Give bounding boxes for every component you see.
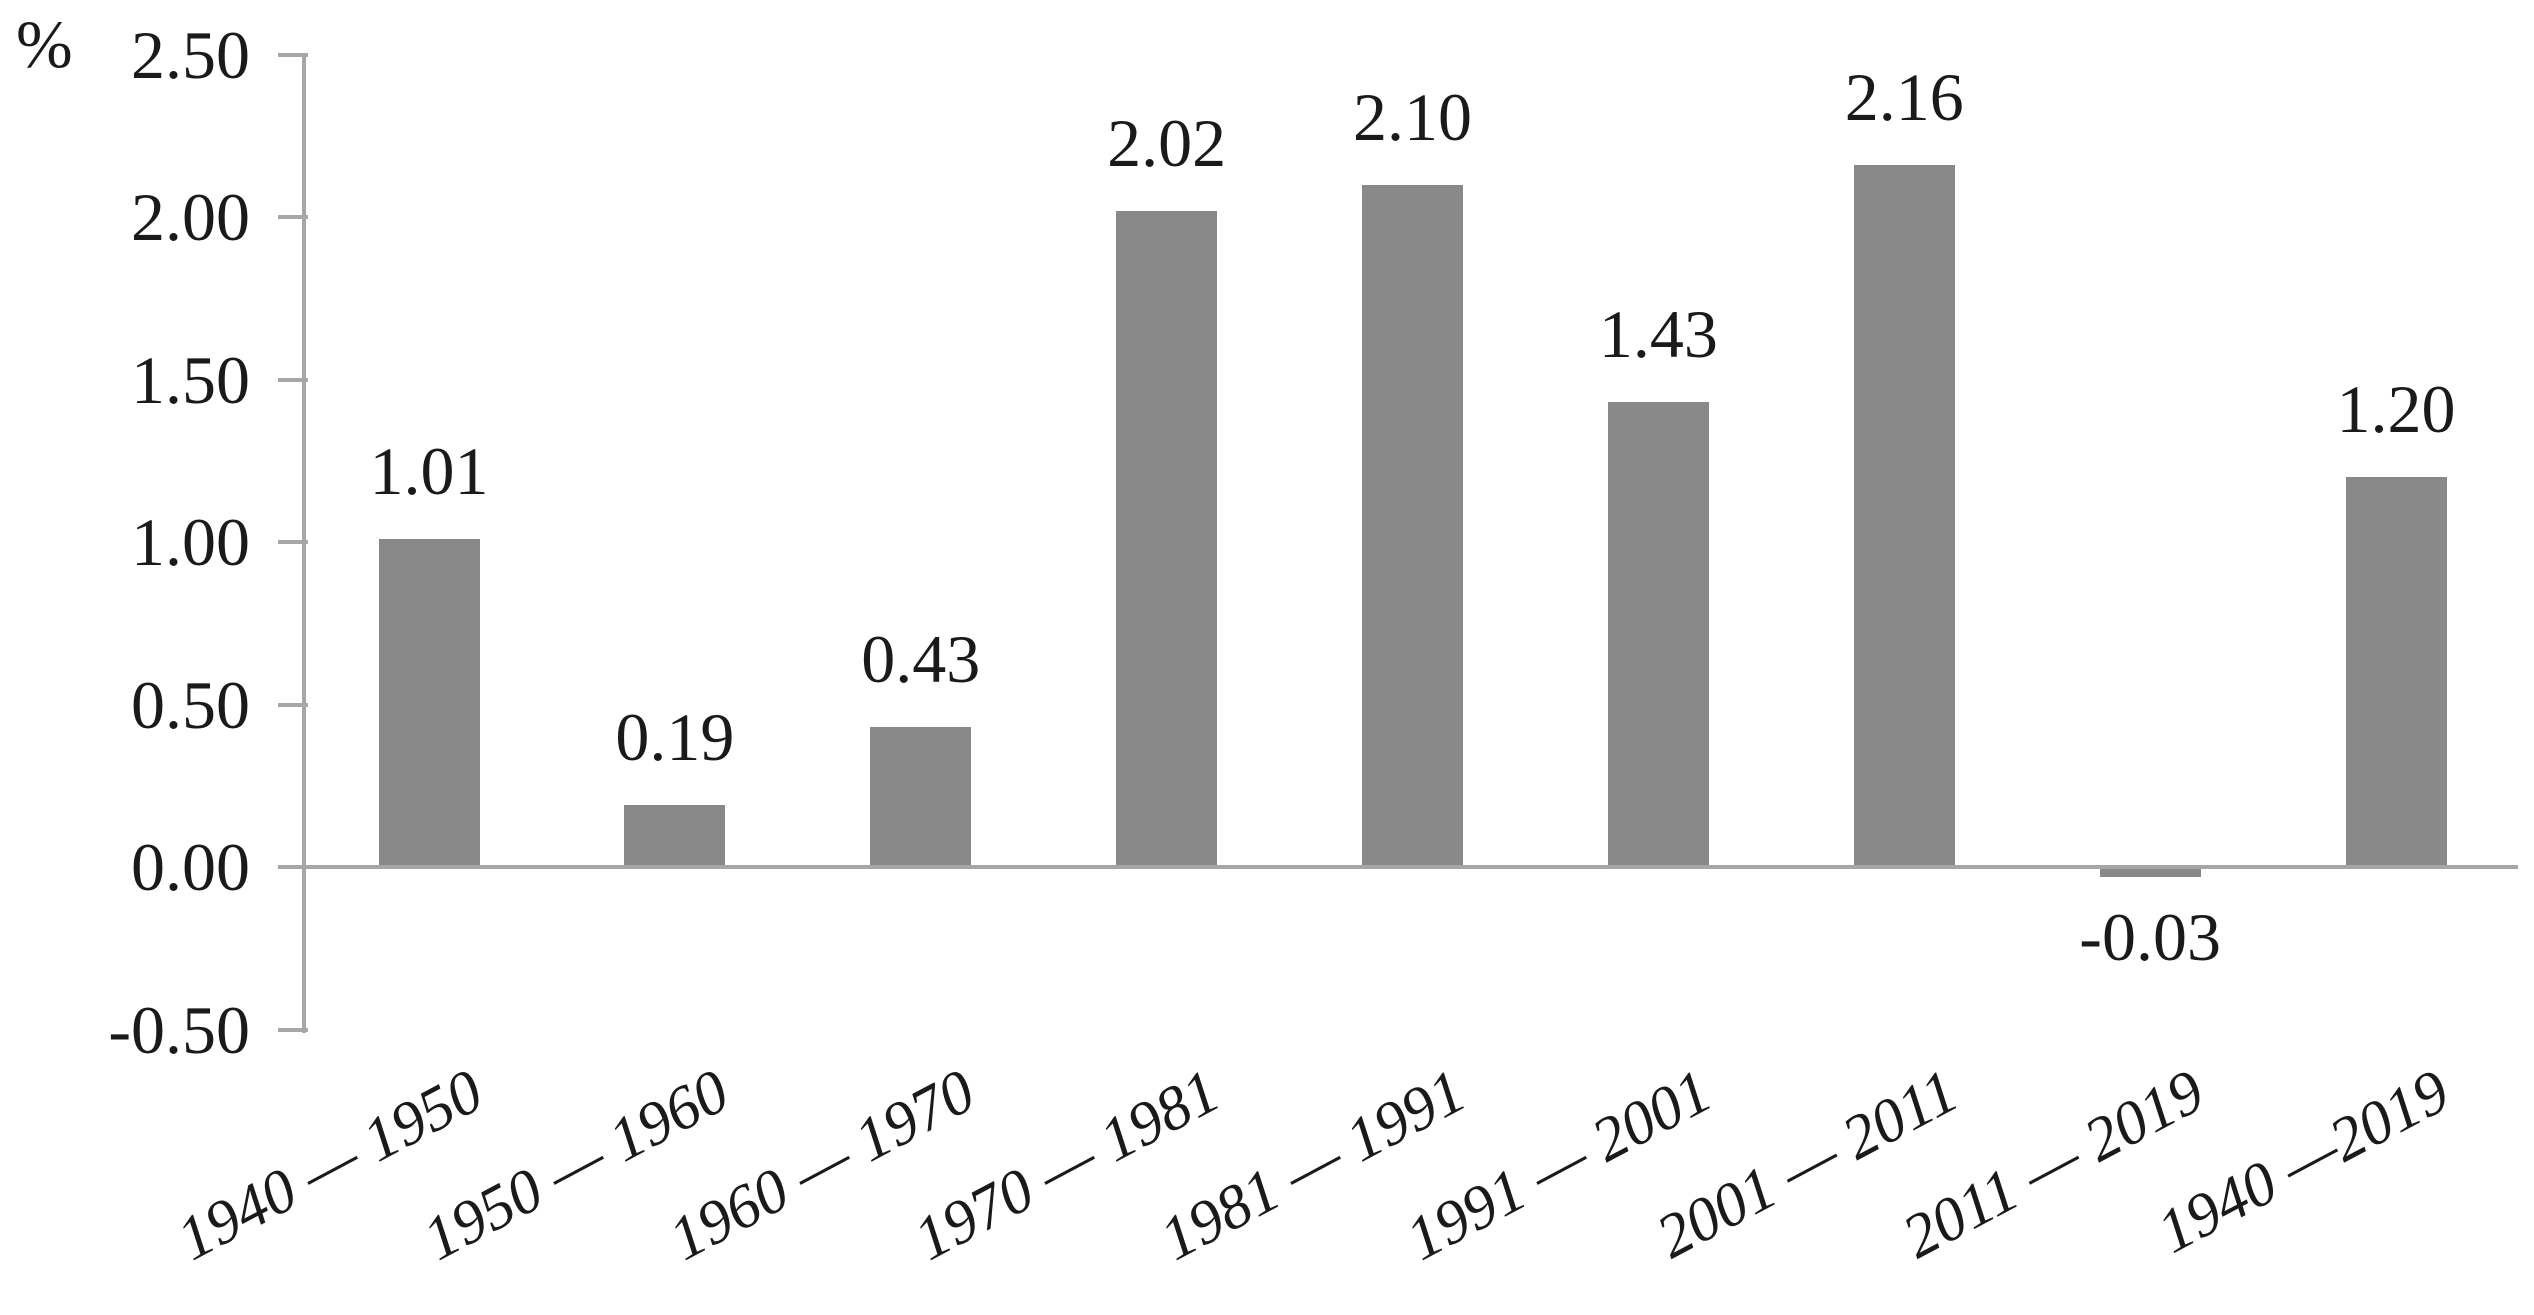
- y-tick-label: 1.00: [131, 504, 250, 580]
- y-axis-unit-label: %: [16, 6, 73, 82]
- bar-value-label: -0.03: [2079, 898, 2221, 975]
- x-axis-line: [278, 865, 2518, 869]
- y-tick-label: 0.00: [131, 829, 250, 905]
- y-tick-label: 1.50: [131, 341, 250, 418]
- bar: [1607, 402, 1709, 867]
- bar-value-label: 2.10: [1353, 78, 1472, 155]
- y-axis-line: [302, 53, 306, 1033]
- y-tick-label: -0.50: [108, 991, 250, 1068]
- bar-value-label: 0.43: [861, 621, 981, 698]
- bar-value-label: 1.01: [369, 432, 489, 509]
- bar-value-label: 1.20: [2336, 371, 2456, 447]
- y-tick-mark: [278, 540, 308, 544]
- y-tick-label: 2.00: [131, 179, 250, 255]
- bar: [2099, 867, 2201, 877]
- bar: [1116, 210, 1218, 867]
- bar-value-label: 1.43: [1598, 296, 1718, 373]
- bar: [1362, 184, 1463, 867]
- bar-value-label: 2.16: [1844, 59, 1964, 135]
- bar: [870, 727, 972, 867]
- y-tick-mark: [278, 702, 308, 707]
- y-tick-mark: [278, 377, 308, 382]
- bar-value-label: 2.02: [1107, 104, 1227, 181]
- bar: [624, 805, 726, 867]
- bar: [378, 538, 480, 867]
- bar-value-label: 0.19: [615, 699, 735, 776]
- y-tick-label: 2.50: [131, 16, 250, 93]
- y-tick-label: 0.50: [131, 666, 250, 743]
- bar: [1853, 165, 1955, 867]
- bar: [2345, 477, 2447, 867]
- y-tick-mark: [278, 52, 308, 57]
- y-tick-mark: [278, 215, 308, 219]
- y-tick-mark: [278, 1027, 308, 1032]
